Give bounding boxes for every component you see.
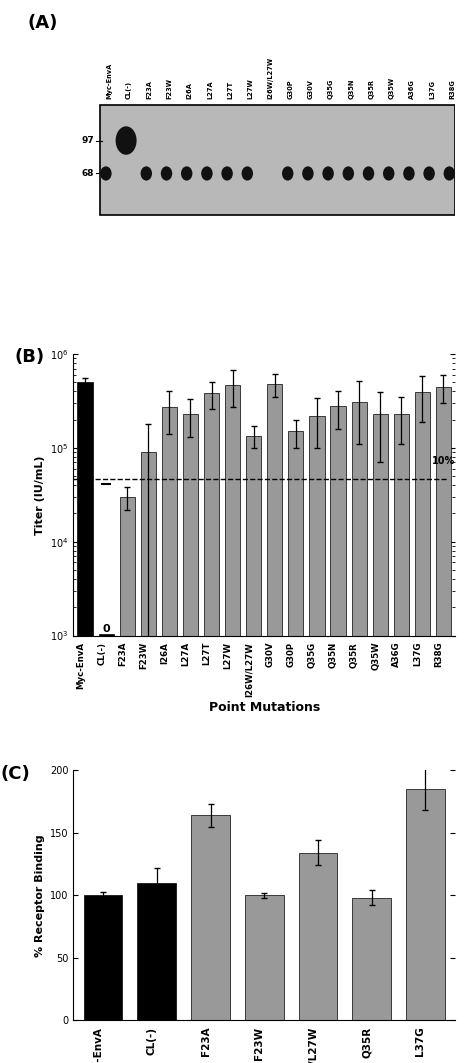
Bar bbox=[191, 815, 230, 1020]
Bar bbox=[352, 402, 367, 1063]
Bar bbox=[225, 385, 240, 1063]
Bar bbox=[141, 452, 156, 1063]
Bar bbox=[204, 393, 219, 1063]
Text: 68: 68 bbox=[82, 169, 94, 178]
Text: (C): (C) bbox=[1, 765, 31, 783]
Text: CL(-): CL(-) bbox=[126, 81, 132, 99]
Text: Q35N: Q35N bbox=[348, 79, 354, 99]
Text: I26W/L27W: I26W/L27W bbox=[267, 57, 273, 99]
Text: G30V: G30V bbox=[308, 80, 314, 99]
Bar bbox=[84, 895, 122, 1020]
Bar bbox=[330, 406, 346, 1063]
Text: (A): (A) bbox=[27, 14, 58, 32]
Bar bbox=[267, 384, 283, 1063]
X-axis label: Point Mutations: Point Mutations bbox=[209, 701, 320, 713]
Y-axis label: Titer (IU/mL): Titer (IU/mL) bbox=[35, 455, 45, 535]
Ellipse shape bbox=[116, 126, 137, 155]
Ellipse shape bbox=[161, 166, 172, 181]
Bar bbox=[299, 853, 337, 1020]
Ellipse shape bbox=[302, 166, 314, 181]
Bar bbox=[436, 387, 451, 1063]
Ellipse shape bbox=[100, 166, 112, 181]
Text: I26A: I26A bbox=[187, 83, 193, 99]
Ellipse shape bbox=[282, 166, 293, 181]
Text: 97: 97 bbox=[82, 136, 94, 145]
Bar bbox=[162, 407, 177, 1063]
Text: F23W: F23W bbox=[166, 79, 173, 99]
Ellipse shape bbox=[181, 166, 192, 181]
Ellipse shape bbox=[444, 166, 455, 181]
Text: R38G: R38G bbox=[449, 80, 456, 99]
Ellipse shape bbox=[403, 166, 415, 181]
Ellipse shape bbox=[363, 166, 374, 181]
Text: Myc-EnvA: Myc-EnvA bbox=[106, 63, 112, 99]
Bar bbox=[183, 414, 198, 1063]
Bar bbox=[415, 392, 430, 1063]
Text: (B): (B) bbox=[14, 349, 45, 367]
Text: 0: 0 bbox=[102, 624, 110, 634]
Text: L27T: L27T bbox=[227, 81, 233, 99]
Bar bbox=[310, 416, 325, 1063]
Text: L37G: L37G bbox=[429, 81, 435, 99]
Text: L27A: L27A bbox=[207, 81, 213, 99]
Ellipse shape bbox=[221, 166, 233, 181]
Text: Q35G: Q35G bbox=[328, 79, 334, 99]
Bar bbox=[406, 789, 445, 1020]
Text: Q35R: Q35R bbox=[368, 80, 374, 99]
Text: F23A: F23A bbox=[146, 81, 152, 99]
Ellipse shape bbox=[201, 166, 213, 181]
Ellipse shape bbox=[141, 166, 152, 181]
Text: G30P: G30P bbox=[288, 80, 294, 99]
Bar bbox=[394, 414, 409, 1063]
Y-axis label: % Receptor Binding: % Receptor Binding bbox=[35, 834, 45, 957]
Bar bbox=[352, 898, 391, 1020]
Bar bbox=[246, 436, 261, 1063]
Bar bbox=[99, 634, 114, 1063]
Ellipse shape bbox=[343, 166, 354, 181]
Text: Q35W: Q35W bbox=[389, 78, 395, 99]
Text: L27W: L27W bbox=[247, 79, 253, 99]
Bar bbox=[288, 432, 303, 1063]
Bar bbox=[77, 383, 92, 1063]
Text: A36G: A36G bbox=[409, 80, 415, 99]
Ellipse shape bbox=[242, 166, 253, 181]
Ellipse shape bbox=[322, 166, 334, 181]
Bar bbox=[137, 883, 176, 1020]
Ellipse shape bbox=[383, 166, 394, 181]
Bar bbox=[373, 414, 388, 1063]
FancyBboxPatch shape bbox=[100, 105, 455, 215]
Text: 10%: 10% bbox=[432, 456, 455, 467]
Bar bbox=[119, 496, 135, 1063]
Bar bbox=[245, 895, 283, 1020]
Ellipse shape bbox=[423, 166, 435, 181]
